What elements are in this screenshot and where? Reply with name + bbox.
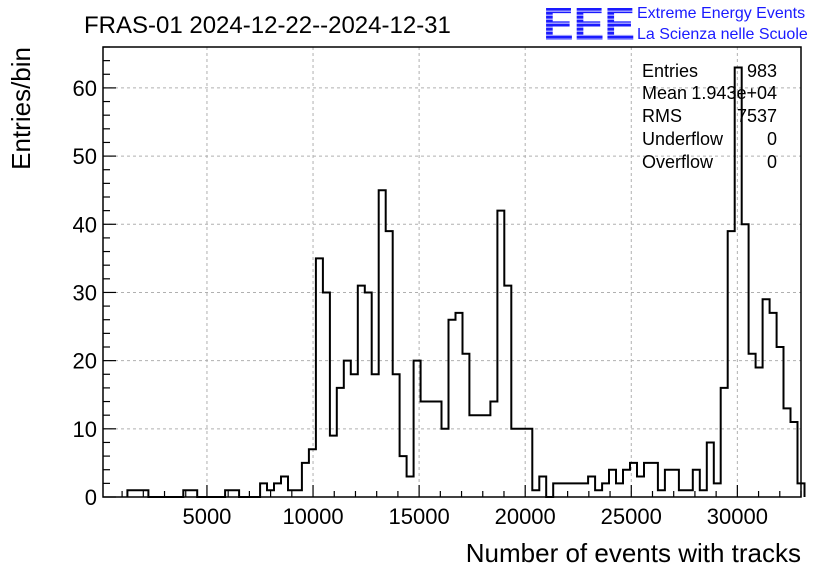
stats-mean-value: 1.943e+04 bbox=[691, 83, 777, 103]
x-tick-label: 30000 bbox=[707, 504, 768, 529]
x-tick-label: 10000 bbox=[282, 504, 343, 529]
histogram-bin bbox=[316, 258, 323, 497]
histogram-bin bbox=[721, 388, 728, 497]
histogram-bin bbox=[274, 483, 281, 497]
stats-underflow-value: 0 bbox=[767, 129, 777, 149]
y-tick-label: 30 bbox=[73, 280, 97, 305]
histogram-bin bbox=[442, 429, 449, 497]
histogram-bin bbox=[701, 490, 708, 497]
y-tick-label: 20 bbox=[73, 349, 97, 374]
stats-overflow-value: 0 bbox=[767, 152, 777, 172]
histogram-bin bbox=[728, 231, 735, 497]
y-tick-label: 40 bbox=[73, 212, 97, 237]
chart-title: FRAS-01 2024-12-22--2024-12-31 bbox=[84, 12, 451, 39]
histogram-bin bbox=[533, 490, 540, 497]
stats-overflow-label: Overflow bbox=[642, 152, 714, 172]
histogram-bin bbox=[302, 463, 309, 497]
histogram-bin bbox=[624, 470, 631, 497]
y-tick-label: 60 bbox=[73, 76, 97, 101]
histogram-bin bbox=[749, 354, 756, 497]
grid-lines bbox=[103, 47, 801, 497]
stats-underflow-label: Underflow bbox=[642, 129, 724, 149]
histogram-bin bbox=[337, 388, 344, 497]
histogram-bin bbox=[428, 402, 435, 497]
histogram-bin bbox=[134, 490, 141, 497]
x-tick-label: 15000 bbox=[389, 504, 450, 529]
y-tick-label: 0 bbox=[85, 485, 97, 510]
y-axis-label: Entries/bin bbox=[6, 47, 36, 170]
histogram-bin bbox=[645, 463, 652, 497]
y-tick-label: 10 bbox=[73, 417, 97, 442]
histogram-bin bbox=[575, 483, 582, 497]
histogram-bin bbox=[372, 374, 379, 497]
histogram-bin bbox=[638, 477, 645, 497]
eee-logo-mark: EEE bbox=[543, 0, 635, 50]
histogram-bin bbox=[127, 490, 134, 497]
histogram-bin bbox=[512, 429, 519, 497]
stats-rms-value: 7537 bbox=[737, 106, 777, 126]
histogram-bin bbox=[295, 490, 302, 497]
stats-entries-value: 983 bbox=[747, 61, 777, 81]
histogram-bin bbox=[358, 286, 365, 497]
histogram-bin bbox=[491, 402, 498, 497]
histogram-bin bbox=[596, 490, 603, 497]
stats-rms-label: RMS bbox=[642, 106, 682, 126]
histogram-bin bbox=[659, 490, 666, 497]
x-tick-label: 25000 bbox=[601, 504, 662, 529]
x-tick-label: 5000 bbox=[182, 504, 231, 529]
histogram-bin bbox=[330, 436, 337, 497]
x-tick-label: 20000 bbox=[495, 504, 556, 529]
histogram-bin bbox=[470, 415, 477, 497]
histogram-bin bbox=[484, 415, 491, 497]
eee-logo-line1: Extreme Energy Events bbox=[637, 5, 805, 22]
stats-box: Entries 983 Mean 1.943e+04 RMS 7537 Unde… bbox=[642, 61, 777, 172]
histogram-bin bbox=[561, 483, 568, 497]
stats-mean-label: Mean bbox=[642, 83, 687, 103]
histogram-bin bbox=[687, 490, 694, 497]
axis-ticks bbox=[103, 46, 802, 498]
histogram-bin bbox=[141, 490, 148, 497]
histogram-bin bbox=[666, 470, 673, 497]
histogram-bin bbox=[351, 374, 358, 497]
histogram-bin bbox=[449, 320, 456, 497]
histogram-bin bbox=[763, 299, 770, 497]
histogram-bin bbox=[603, 483, 610, 497]
y-tick-label: 50 bbox=[73, 144, 97, 169]
histogram-bin bbox=[421, 402, 428, 497]
histogram-bin bbox=[680, 490, 687, 497]
histogram-bin bbox=[568, 483, 575, 497]
histogram-bin bbox=[617, 483, 624, 497]
histogram-line bbox=[126, 66, 806, 498]
histogram-bin bbox=[756, 367, 763, 497]
histogram-bin bbox=[477, 415, 484, 497]
histogram-bin bbox=[379, 190, 386, 497]
eee-logo: EEE Extreme Energy Events La Scienza nel… bbox=[543, 0, 808, 50]
tick-labels: 5000 10000 15000 20000 25000 30000 0 10 20 30 40 50… bbox=[73, 76, 768, 529]
plot-frame bbox=[102, 46, 802, 498]
histogram-bin bbox=[554, 483, 561, 497]
eee-logo-line2: La Scienza nelle Scuole bbox=[637, 26, 808, 43]
stats-entries-label: Entries bbox=[642, 61, 698, 81]
histogram-bin bbox=[183, 490, 190, 497]
histogram-bin bbox=[582, 483, 589, 497]
x-axis-label: Number of events with tracks bbox=[466, 538, 801, 568]
histogram-bin bbox=[407, 477, 414, 497]
